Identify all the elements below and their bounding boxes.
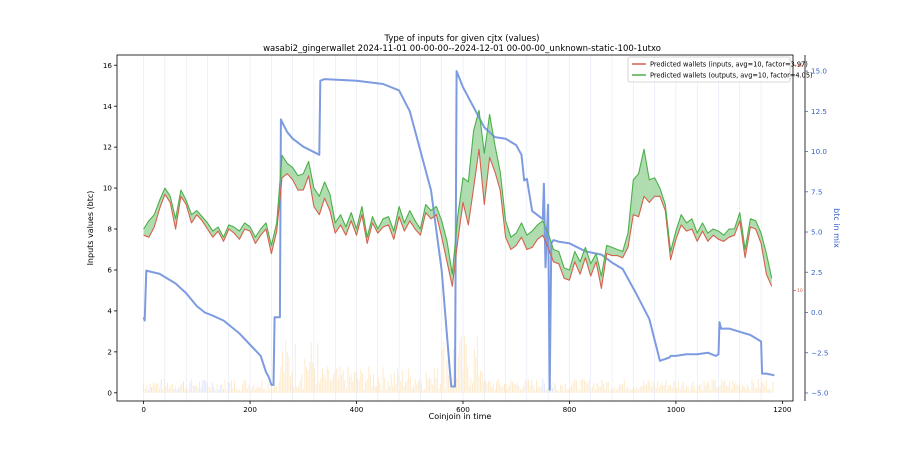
- y-right-tick-label: −2.5: [811, 348, 828, 357]
- y-axis-right: −5.0 −2.5 0.0 2.5 5.0 7.5 10.0 12.5 15.0 16 10: [793, 63, 829, 398]
- x-tick-label: 200: [243, 405, 257, 414]
- x-tick-label: 600: [456, 405, 470, 414]
- x-tick-label: 400: [350, 405, 364, 414]
- legend: Predicted wallets (inputs, avg=10, facto…: [627, 56, 813, 83]
- gap-fill-area: [143, 110, 772, 289]
- y-right-tick-label: 5.0: [811, 228, 823, 237]
- y-tick-label: 8: [107, 225, 112, 234]
- series-line-btc-in-mix: [142, 70, 775, 391]
- y-right-tick-label: 0.0: [811, 308, 823, 317]
- y-tick-label: 14: [103, 102, 113, 111]
- y-right-tick-label: 7.5: [811, 187, 822, 196]
- plot-frame: [116, 54, 794, 402]
- y-right-tick-label: −5.0: [811, 389, 829, 398]
- x-tick-label: 1200: [773, 405, 792, 414]
- y-right-tick-label: 10.0: [811, 147, 827, 156]
- legend-label-outputs: Predicted wallets (outputs, avg=10, fact…: [650, 72, 813, 80]
- inner-red-tick-label: 16: [797, 63, 803, 69]
- y-axis-label: Inputs values (btc): [86, 191, 95, 266]
- x-tick-label: 0: [141, 405, 146, 414]
- y-tick-label: 10: [103, 184, 113, 193]
- x-axis: 0 200 400 600 800 1000 1200: [141, 401, 792, 414]
- inputs-outputs-gap-fill: [143, 110, 772, 289]
- inner-red-tick-label: 10: [797, 288, 803, 294]
- x-tick-label: 800: [563, 405, 577, 414]
- y-axis-left: 0 2 4 6 8 10 12 14 16: [103, 61, 117, 397]
- y-tick-label: 4: [107, 307, 112, 316]
- legend-box: [627, 56, 791, 83]
- input-value-bars: [143, 335, 774, 393]
- y-tick-label: 0: [107, 388, 112, 397]
- series-line-outputs: [143, 109, 773, 279]
- series-lines: [142, 70, 775, 391]
- chart-subtitle: wasabi2_gingerwallet 2024-11-01 00-00-00…: [263, 44, 661, 54]
- y-right-tick-label: 15.0: [811, 67, 827, 76]
- series-line-inputs: [143, 148, 773, 289]
- y-tick-label: 16: [103, 61, 113, 70]
- y-axis-right-label: btc in mix: [832, 208, 841, 248]
- y-tick-label: 2: [107, 347, 112, 356]
- x-tick-label: 1000: [667, 405, 686, 414]
- chart-title: Type of inputs for given cjtx (values): [384, 34, 540, 44]
- y-tick-label: 6: [107, 266, 112, 275]
- x-axis-label: Coinjoin in time: [429, 412, 492, 421]
- y-right-tick-label: 2.5: [811, 268, 822, 277]
- y-tick-label: 12: [103, 143, 112, 152]
- y-right-tick-label: 12.5: [811, 107, 827, 116]
- legend-label-inputs: Predicted wallets (inputs, avg=10, facto…: [650, 61, 808, 69]
